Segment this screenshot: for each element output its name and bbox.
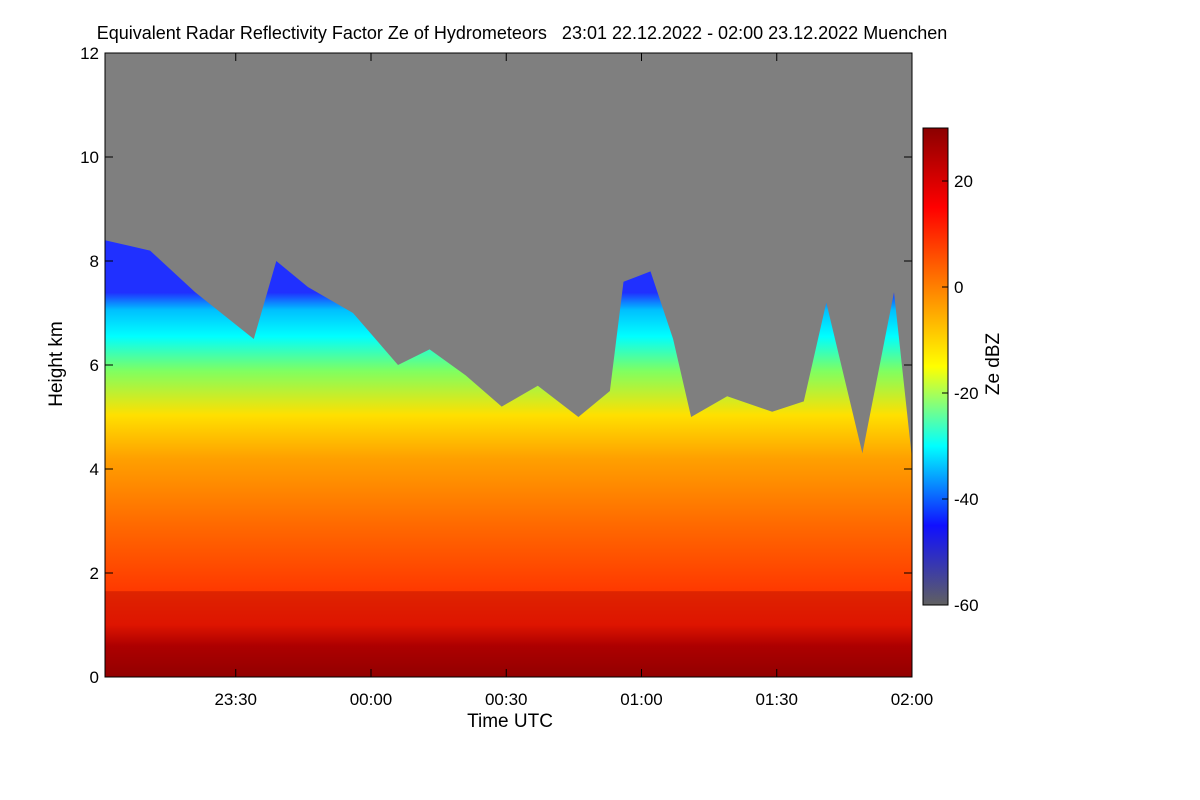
x-axis: 23:30 00:00 00:30 01:00 01:30 02:00 <box>214 53 933 709</box>
reflectivity-field <box>105 240 912 677</box>
colorbar-label: Ze dBZ <box>983 332 1004 395</box>
y-axis: 0 2 4 6 8 10 12 <box>80 44 912 687</box>
colorbar-tick-label: 20 <box>954 172 973 191</box>
y-axis-label: Height km <box>46 321 67 407</box>
colorbar-gradient <box>922 127 949 606</box>
colorbar-tick-label: -20 <box>954 384 979 403</box>
melting-layer-band <box>105 591 912 677</box>
x-tick-label: 02:00 <box>891 690 934 709</box>
x-tick-label: 23:30 <box>214 690 257 709</box>
y-tick-label: 12 <box>80 44 99 63</box>
y-tick-label: 8 <box>90 252 99 271</box>
colorbar-tick-label: -60 <box>954 596 979 615</box>
x-axis-label: Time UTC <box>467 711 553 732</box>
x-tick-label: 00:30 <box>485 690 528 709</box>
y-tick-label: 10 <box>80 148 99 167</box>
y-tick-label: 0 <box>90 668 99 687</box>
colorbar-tick-label: 0 <box>954 278 963 297</box>
x-tick-label: 00:00 <box>350 690 393 709</box>
y-tick-label: 2 <box>90 564 99 583</box>
y-tick-label: 4 <box>90 460 99 479</box>
x-tick-label: 01:00 <box>620 690 663 709</box>
y-tick-label: 6 <box>90 356 99 375</box>
colorbar: -60 -40 -20 0 20 <box>922 127 979 615</box>
colorbar-tick-label: -40 <box>954 490 979 509</box>
chart-title: Equivalent Radar Reflectivity Factor Ze … <box>97 23 948 43</box>
x-tick-label: 01:30 <box>755 690 798 709</box>
plot-area <box>104 52 913 678</box>
